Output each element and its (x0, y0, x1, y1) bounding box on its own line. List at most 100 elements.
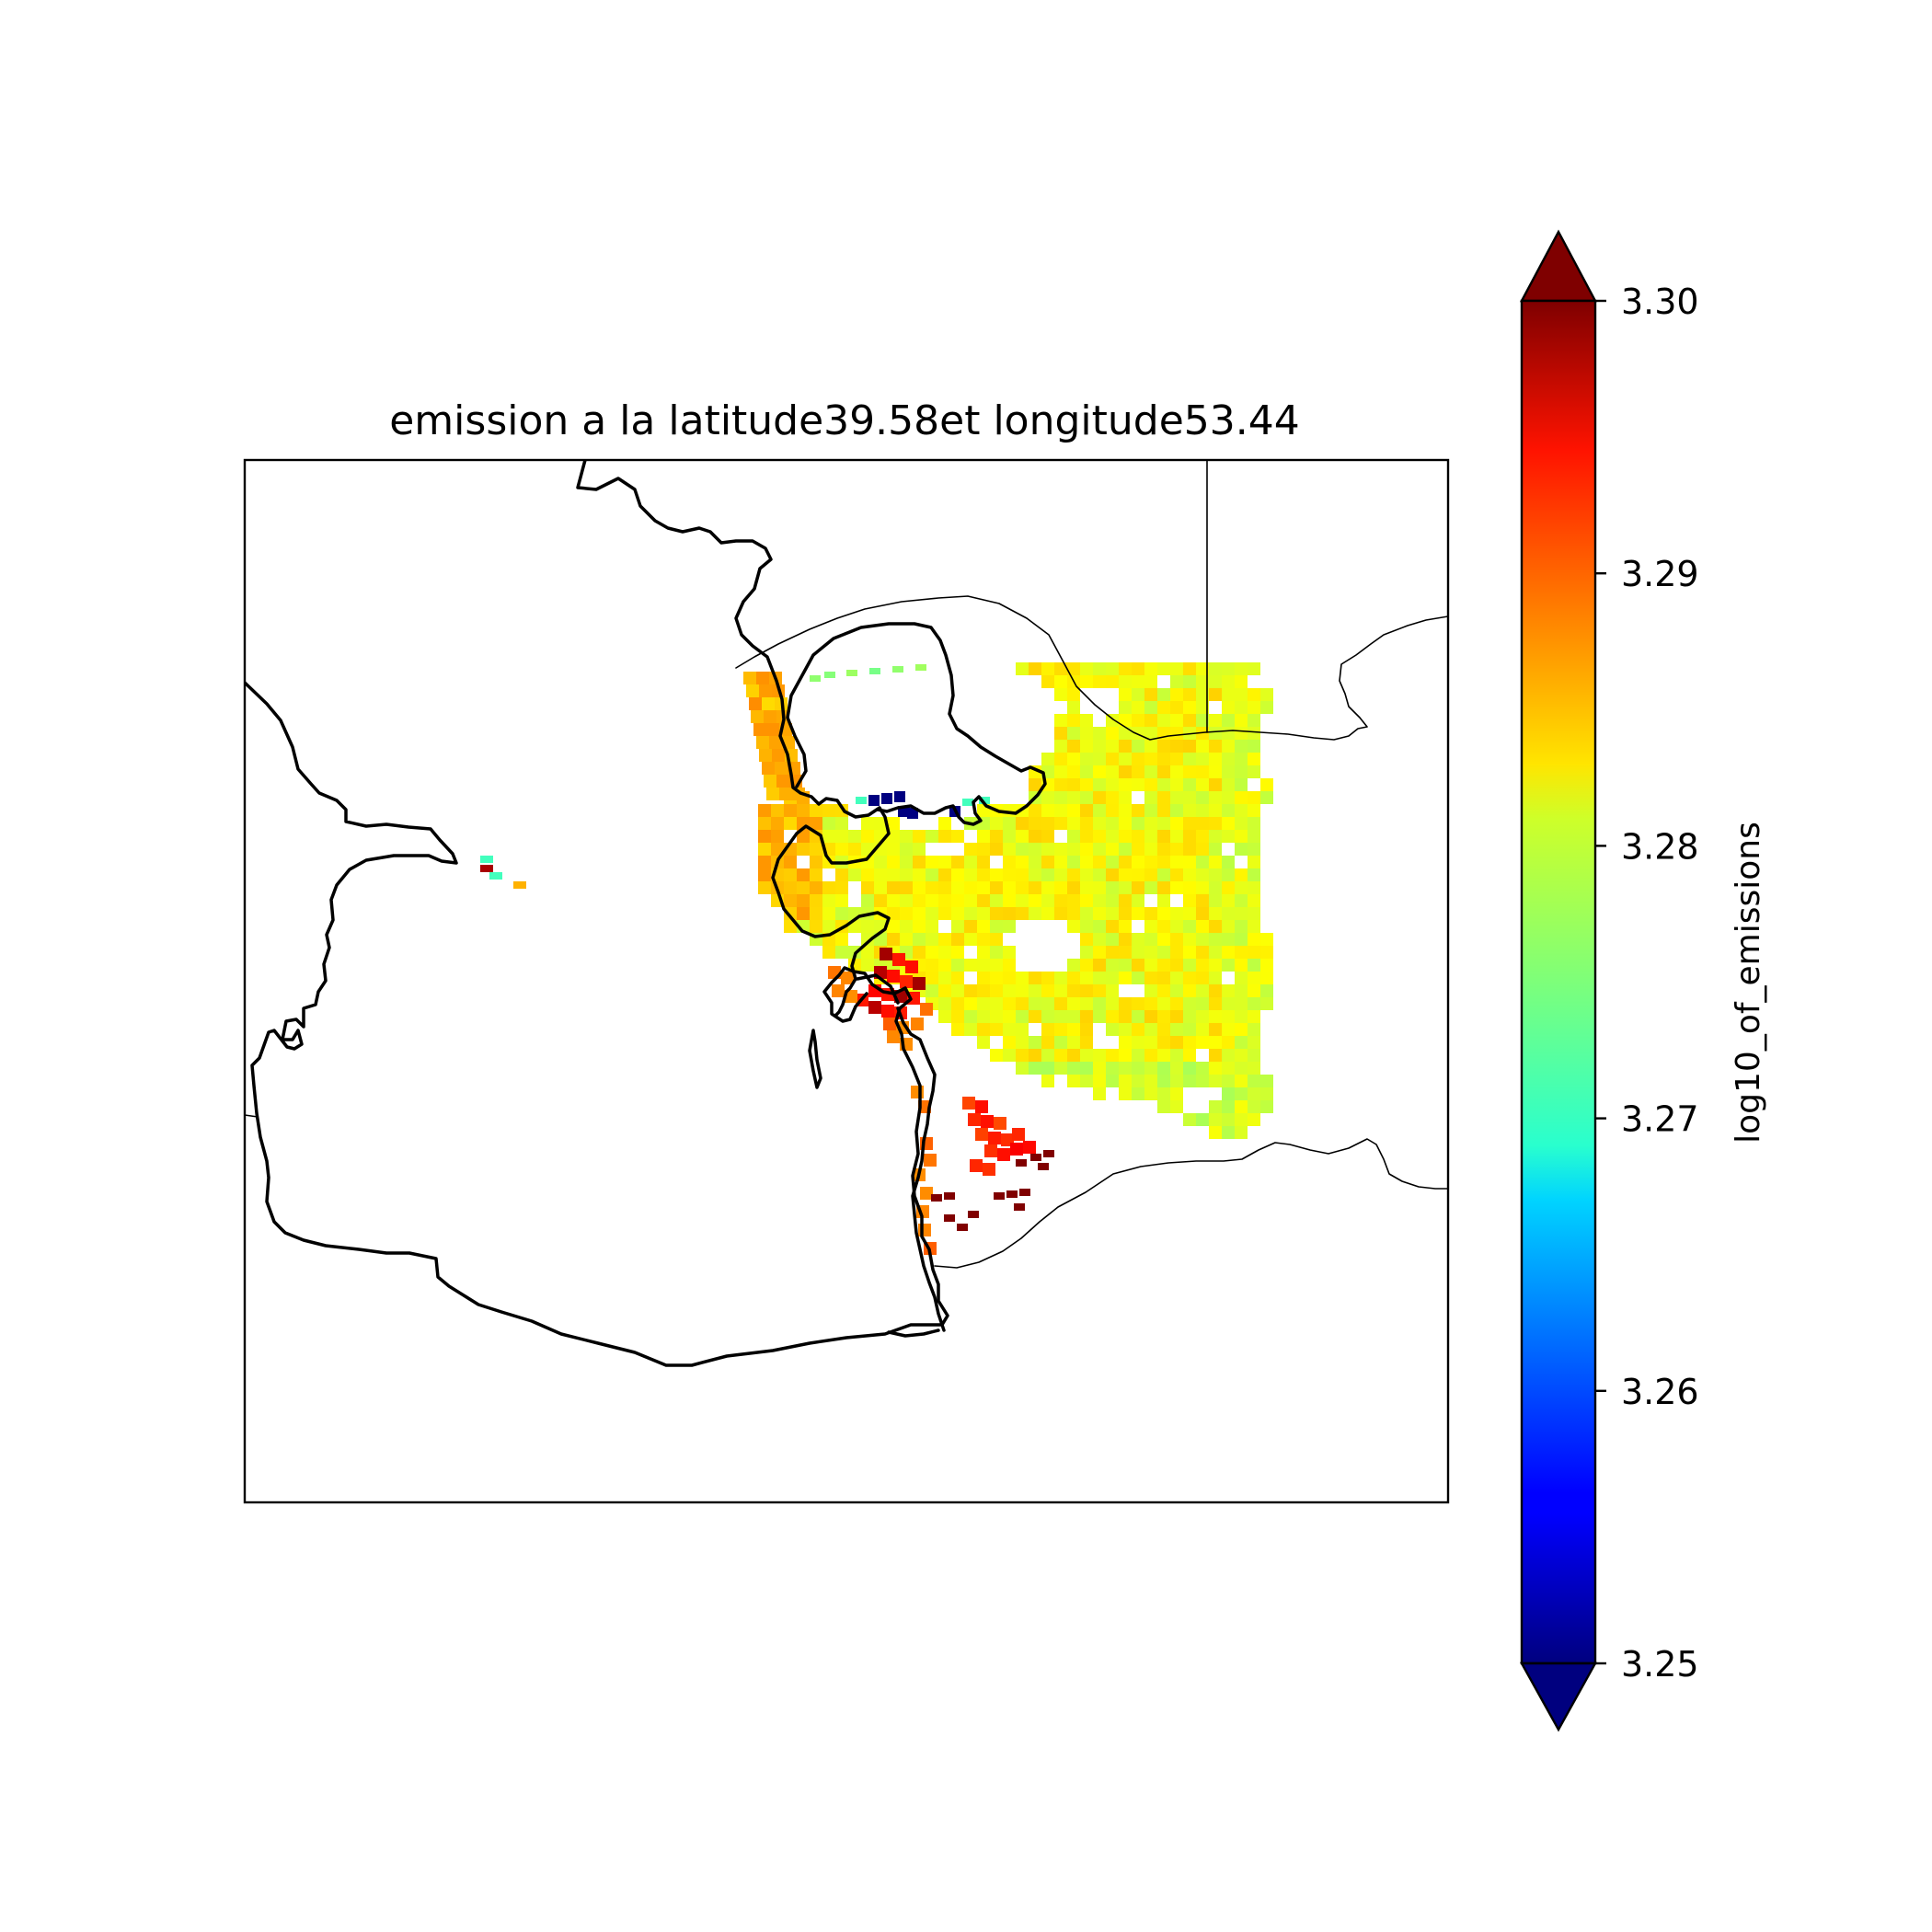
emission-cell (822, 920, 835, 933)
emission-cell (1132, 907, 1144, 920)
emission-cell (1132, 830, 1144, 843)
emission-cell (835, 894, 848, 907)
emission-cell (1183, 830, 1196, 843)
emission-cell (1067, 778, 1080, 791)
emission-cell (1260, 997, 1273, 1010)
emission-cell (1106, 907, 1119, 920)
emission-cell (1183, 714, 1196, 727)
emission-cell (970, 1159, 983, 1172)
emission-cell (1235, 1062, 1248, 1075)
emission-cell (1041, 662, 1054, 675)
emission-cell (861, 830, 874, 843)
emission-cell (1067, 688, 1080, 701)
colorbar: 3.25 3.26 3.27 3.28 3.29 3.30 log10_of_emissi… (1519, 229, 1767, 1732)
emission-cell (797, 894, 810, 907)
emission-cell (1054, 868, 1067, 881)
emission-cell (1209, 753, 1222, 765)
emission-cell (990, 1023, 1003, 1036)
emission-cell (1157, 1075, 1170, 1087)
emission-cell (1157, 1062, 1170, 1075)
emission-cell (1196, 804, 1209, 817)
emission-cell (1235, 920, 1248, 933)
emission-cell (1196, 817, 1209, 830)
emission-cell (764, 710, 776, 723)
emission-cell (1003, 1010, 1016, 1023)
emission-cell (1209, 675, 1222, 688)
emission-cell (1119, 933, 1132, 946)
emission-cell (1144, 1087, 1157, 1100)
emission-cell (1196, 791, 1209, 804)
emission-cell (1144, 804, 1157, 817)
emission-cell (1006, 1190, 1018, 1198)
emission-cell (762, 697, 775, 710)
emission-cell (938, 972, 951, 984)
emission-cell (1080, 753, 1093, 765)
emission-cell (1183, 791, 1196, 804)
emission-cell (1106, 662, 1119, 675)
emission-cell (1080, 1036, 1093, 1049)
emission-cell (1144, 1010, 1157, 1023)
emission-cell (1235, 881, 1248, 894)
emission-cell (1106, 856, 1119, 868)
emission-cell (1144, 791, 1157, 804)
emission-cell (1054, 804, 1067, 817)
emission-cell (990, 894, 1003, 907)
emission-cell (1119, 830, 1132, 843)
emission-cell (1119, 1062, 1132, 1075)
emission-cell (1067, 765, 1080, 778)
emission-cell (1222, 997, 1235, 1010)
emission-cell (1023, 1141, 1036, 1154)
emission-cell (964, 933, 977, 946)
emission-cell (1144, 920, 1157, 933)
emission-cell (1041, 881, 1054, 894)
emission-cell (1235, 959, 1248, 972)
emission-cell (771, 830, 784, 843)
emission-cell (1248, 946, 1260, 959)
emission-cell (1144, 688, 1157, 701)
emission-cell (1041, 868, 1054, 881)
emission-cell (938, 959, 951, 972)
emission-cell (1144, 753, 1157, 765)
emission-cell (1093, 753, 1106, 765)
emission-cell (1041, 972, 1054, 984)
emission-cell (977, 946, 990, 959)
emission-cell (1196, 1113, 1209, 1126)
emission-cell (1209, 1036, 1222, 1049)
emission-cell (905, 960, 918, 973)
emission-cell (810, 817, 822, 830)
emission-cell (1209, 843, 1222, 856)
emission-cell (964, 868, 977, 881)
emission-cell (1196, 765, 1209, 778)
emission-cell (951, 868, 964, 881)
emission-cell (1029, 997, 1041, 1010)
emission-cell (1196, 1036, 1209, 1049)
emission-cell (1080, 1010, 1093, 1023)
emission-cell (1170, 1087, 1183, 1100)
emission-cell (810, 881, 822, 894)
emission-cell (1209, 830, 1222, 843)
emission-cell (1054, 727, 1067, 740)
emission-cell (1119, 1036, 1132, 1049)
emission-cell (1054, 972, 1067, 984)
emission-cell (894, 791, 905, 802)
coastline-bay-loop (786, 622, 1047, 826)
emission-cell (1196, 675, 1209, 688)
emission-cell (1157, 907, 1170, 920)
emission-cell (1067, 662, 1080, 675)
emission-cell (1029, 778, 1041, 791)
emission-cell (983, 1163, 995, 1176)
emission-cell (822, 894, 835, 907)
emission-cell (1067, 1023, 1080, 1036)
emission-cell (887, 1030, 900, 1043)
emission-cell (977, 933, 990, 946)
emission-cell (874, 881, 887, 894)
emission-cell (1119, 1075, 1132, 1087)
emission-cell (1170, 1100, 1183, 1113)
emission-cell (887, 868, 900, 881)
coastline-inlet (856, 973, 900, 1005)
emission-cell (926, 856, 938, 868)
emission-cell (990, 920, 1003, 933)
emission-cell (771, 817, 784, 830)
emission-cell (1016, 1049, 1029, 1062)
emission-cell (822, 907, 835, 920)
